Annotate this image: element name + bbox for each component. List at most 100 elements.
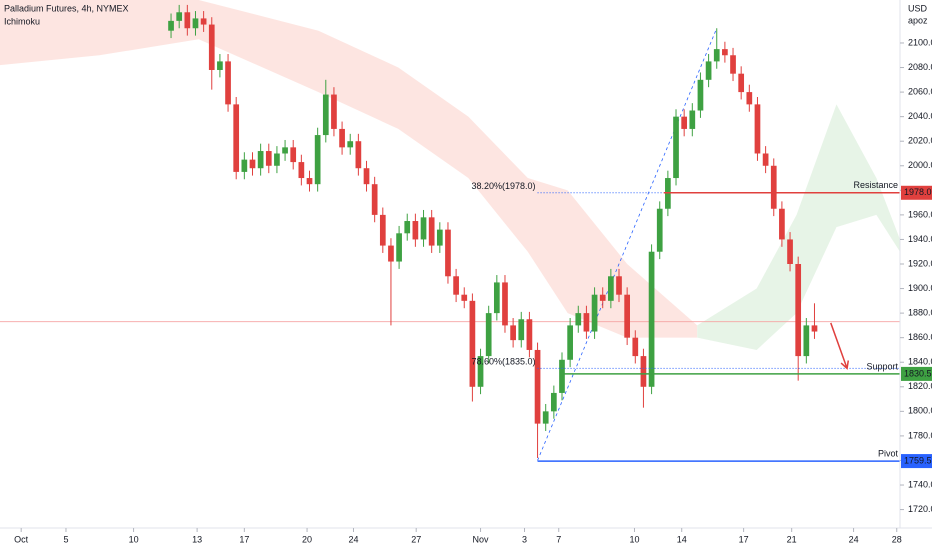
- candle-body: [249, 159, 256, 169]
- candle-body: [493, 282, 500, 314]
- candle-body: [510, 325, 516, 341]
- candle-body: [192, 18, 199, 29]
- forecast-arrow: [830, 322, 850, 370]
- candle-body: [697, 79, 704, 111]
- candle-body: [314, 135, 321, 185]
- price-tag-label: 1830.5: [904, 368, 932, 378]
- x-tick-label: 10: [629, 534, 639, 544]
- candle-body: [453, 276, 459, 295]
- candle-body: [591, 294, 598, 332]
- candle-body: [379, 214, 386, 246]
- x-tick-label: Nov: [473, 534, 490, 544]
- candle-body: [787, 239, 793, 264]
- y-tick-label: 2100.0: [908, 37, 932, 47]
- chart-title: Palladium Futures, 4h, NYMEX: [4, 3, 129, 13]
- candle-body: [217, 61, 223, 70]
- price-tag: [901, 366, 932, 381]
- y-tick-label: 1900.0: [908, 283, 932, 293]
- y-tick-label: 1720.0: [908, 504, 932, 514]
- candle-body: [184, 12, 191, 29]
- x-tick-label: 17: [739, 534, 749, 544]
- candle-body: [518, 319, 525, 341]
- candle-body: [396, 233, 402, 262]
- candle-body: [550, 392, 557, 412]
- candle-body: [290, 147, 297, 163]
- candle-body: [730, 55, 736, 74]
- candle-body: [779, 208, 785, 240]
- x-tick-label: 14: [677, 534, 687, 544]
- candle-body: [648, 251, 655, 387]
- price-tag-label: 1978.0: [904, 187, 932, 197]
- candle-body: [640, 356, 647, 387]
- x-tick-label: 13: [192, 534, 202, 544]
- fib-label: 38.20%(1978.0): [472, 181, 536, 191]
- x-tick-label: Oct: [14, 534, 29, 544]
- candle-body: [559, 359, 565, 393]
- candle-body: [705, 61, 712, 80]
- candle-body: [347, 141, 354, 148]
- candle-body: [599, 294, 606, 301]
- y-tick-label: 1820.0: [908, 381, 932, 391]
- candle-body: [265, 151, 272, 166]
- price-tag: [901, 454, 932, 469]
- y-tick-label: 1880.0: [908, 307, 932, 317]
- candle-body: [681, 116, 688, 129]
- candle-body: [656, 208, 663, 252]
- candle-body: [762, 153, 769, 166]
- candle-body: [803, 325, 810, 357]
- x-tick-label: 3: [522, 534, 527, 544]
- candle-body: [616, 276, 622, 295]
- candle-body: [168, 20, 174, 31]
- candle-body: [208, 24, 215, 70]
- candle-body: [322, 94, 329, 136]
- candle-body: [770, 165, 777, 209]
- y-tick-label: 1860.0: [908, 332, 932, 342]
- y-tick-label: 1740.0: [908, 479, 932, 489]
- candle-body: [331, 94, 337, 129]
- candle-body: [754, 104, 761, 154]
- price-tag-label: 1759.5: [904, 455, 932, 465]
- y-tick-label: 1940.0: [908, 234, 932, 244]
- x-tick-label: 21: [787, 534, 797, 544]
- candle-body: [689, 110, 696, 129]
- y-tick-label: 2040.0: [908, 111, 932, 121]
- candle-body: [257, 151, 264, 169]
- candle-body: [388, 245, 394, 262]
- candle-body: [371, 184, 378, 215]
- x-tick-label: 24: [849, 534, 859, 544]
- candle-body: [567, 325, 573, 360]
- y-tick-label: 2060.0: [908, 86, 932, 96]
- candle-body: [469, 300, 476, 387]
- candle-body: [485, 313, 492, 357]
- y-tick-label: 1800.0: [908, 406, 932, 416]
- candle-body: [713, 49, 720, 62]
- level-name: Resistance: [853, 180, 898, 190]
- candle-body: [608, 276, 614, 301]
- candle-body: [436, 229, 443, 246]
- candle-body: [461, 294, 468, 301]
- y-tick-label: 1960.0: [908, 209, 932, 219]
- candle-body: [746, 92, 753, 105]
- candle-body: [738, 73, 745, 93]
- x-tick-label: 10: [129, 534, 139, 544]
- level-name: Support: [866, 361, 898, 371]
- candle-body: [526, 319, 533, 350]
- candle-body: [176, 12, 183, 21]
- y-tick-label: 1840.0: [908, 357, 932, 367]
- candle-body: [445, 229, 451, 277]
- indicator-label: Ichimoku: [4, 16, 40, 26]
- candle-body: [502, 282, 508, 326]
- x-tick-label: 7: [556, 534, 561, 544]
- x-tick-label: 17: [239, 534, 249, 544]
- candle-body: [673, 116, 679, 179]
- candle-body: [339, 128, 345, 148]
- candle-body: [241, 159, 248, 172]
- candle-body: [795, 264, 802, 357]
- candle-body: [722, 49, 728, 56]
- candle-body: [282, 147, 288, 154]
- x-tick-label: 28: [892, 534, 902, 544]
- x-tick-label: 24: [348, 534, 358, 544]
- x-tick-label: 27: [411, 534, 421, 544]
- currency: USD: [908, 3, 928, 13]
